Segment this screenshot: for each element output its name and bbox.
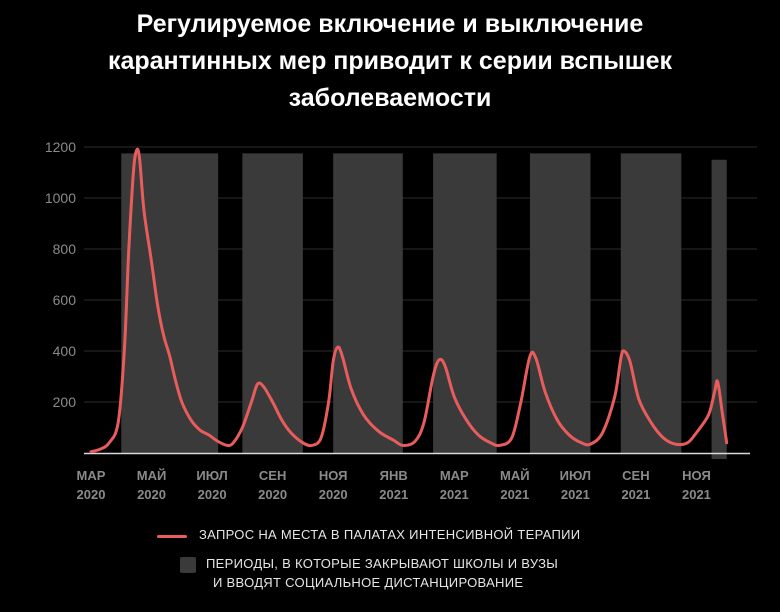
- x-tick-year-10: 2021: [682, 487, 711, 502]
- x-tick-year-3: 2020: [258, 487, 287, 502]
- x-tick-year-1: 2020: [137, 487, 166, 502]
- x-tick-month-4: НОЯ: [319, 468, 348, 483]
- y-tick-label-800: 800: [53, 241, 77, 257]
- x-tick-year-9: 2021: [621, 487, 650, 502]
- shaded-period-7: [711, 159, 727, 459]
- shaded-periods: [121, 153, 727, 459]
- shaded-period-4: [433, 153, 497, 453]
- series-layer: [89, 147, 729, 454]
- y-tick-label-400: 400: [53, 343, 77, 359]
- shaded-period-6: [620, 153, 682, 453]
- legend-shade-label-line2: И ВВОДЯТ СОЦИАЛЬНОЕ ДИСТАНЦИРОВАНИЕ: [213, 575, 524, 590]
- x-tick-month-8: ИЮЛ: [560, 468, 591, 483]
- legend-shade-swatch: [180, 557, 196, 573]
- y-tick-label-200: 200: [53, 394, 77, 410]
- shaded-period-1: [121, 153, 219, 453]
- x-tick-year-4: 2020: [319, 487, 348, 502]
- title-line-3: заболеваемости: [288, 84, 492, 112]
- shaded-period-3: [333, 153, 403, 453]
- x-axis-labels: МАР 2020 МАЙ 2020 ИЮЛ 2020 СЕН 2020 НОЯ 2020 ЯНВ 20…: [77, 468, 711, 502]
- chart-title: Регулируемое включение и выключение кара…: [0, 6, 780, 117]
- x-tick-year-6: 2021: [440, 487, 469, 502]
- legend-line-label: ЗАПРОС НА МЕСТА В ПАЛАТАХ ИНТЕНСИВНОЙ ТЕ…: [199, 527, 581, 542]
- y-tick-label-1200: 1200: [45, 139, 76, 155]
- x-tick-month-9: СЕН: [622, 468, 649, 483]
- x-tick-year-5: 2021: [379, 487, 408, 502]
- x-tick-month-0: МАР: [77, 468, 106, 483]
- x-tick-month-1: МАЙ: [137, 468, 167, 483]
- series-line-1: [89, 147, 729, 454]
- title-line-2: карантинных мер приводит к серии вспышек: [107, 47, 673, 75]
- x-tick-month-10: НОЯ: [682, 468, 711, 483]
- x-tick-month-2: ИЮЛ: [196, 468, 227, 483]
- x-tick-month-3: СЕН: [259, 468, 286, 483]
- legend-shade-label-line1: ПЕРИОДЫ, В КОТОРЫЕ ЗАКРЫВАЮТ ШКОЛЫ И ВУЗ…: [206, 556, 559, 571]
- shaded-period-2: [242, 153, 303, 453]
- x-tick-month-5: ЯНВ: [380, 468, 408, 483]
- title-line-1: Регулируемое включение и выключение: [136, 10, 644, 38]
- x-tick-month-7: МАЙ: [500, 468, 530, 483]
- y-axis-labels: 200 400 600 800 1000 1200: [45, 139, 76, 410]
- legend-line-swatch: [157, 535, 187, 538]
- y-tick-label-600: 600: [53, 292, 77, 308]
- x-tick-month-6: МАР: [440, 468, 469, 483]
- x-tick-year-0: 2020: [77, 487, 106, 502]
- shaded-period-5: [529, 153, 591, 453]
- y-tick-label-1000: 1000: [45, 190, 76, 206]
- x-tick-year-2: 2020: [198, 487, 227, 502]
- x-tick-year-7: 2021: [500, 487, 529, 502]
- x-tick-year-8: 2021: [561, 487, 590, 502]
